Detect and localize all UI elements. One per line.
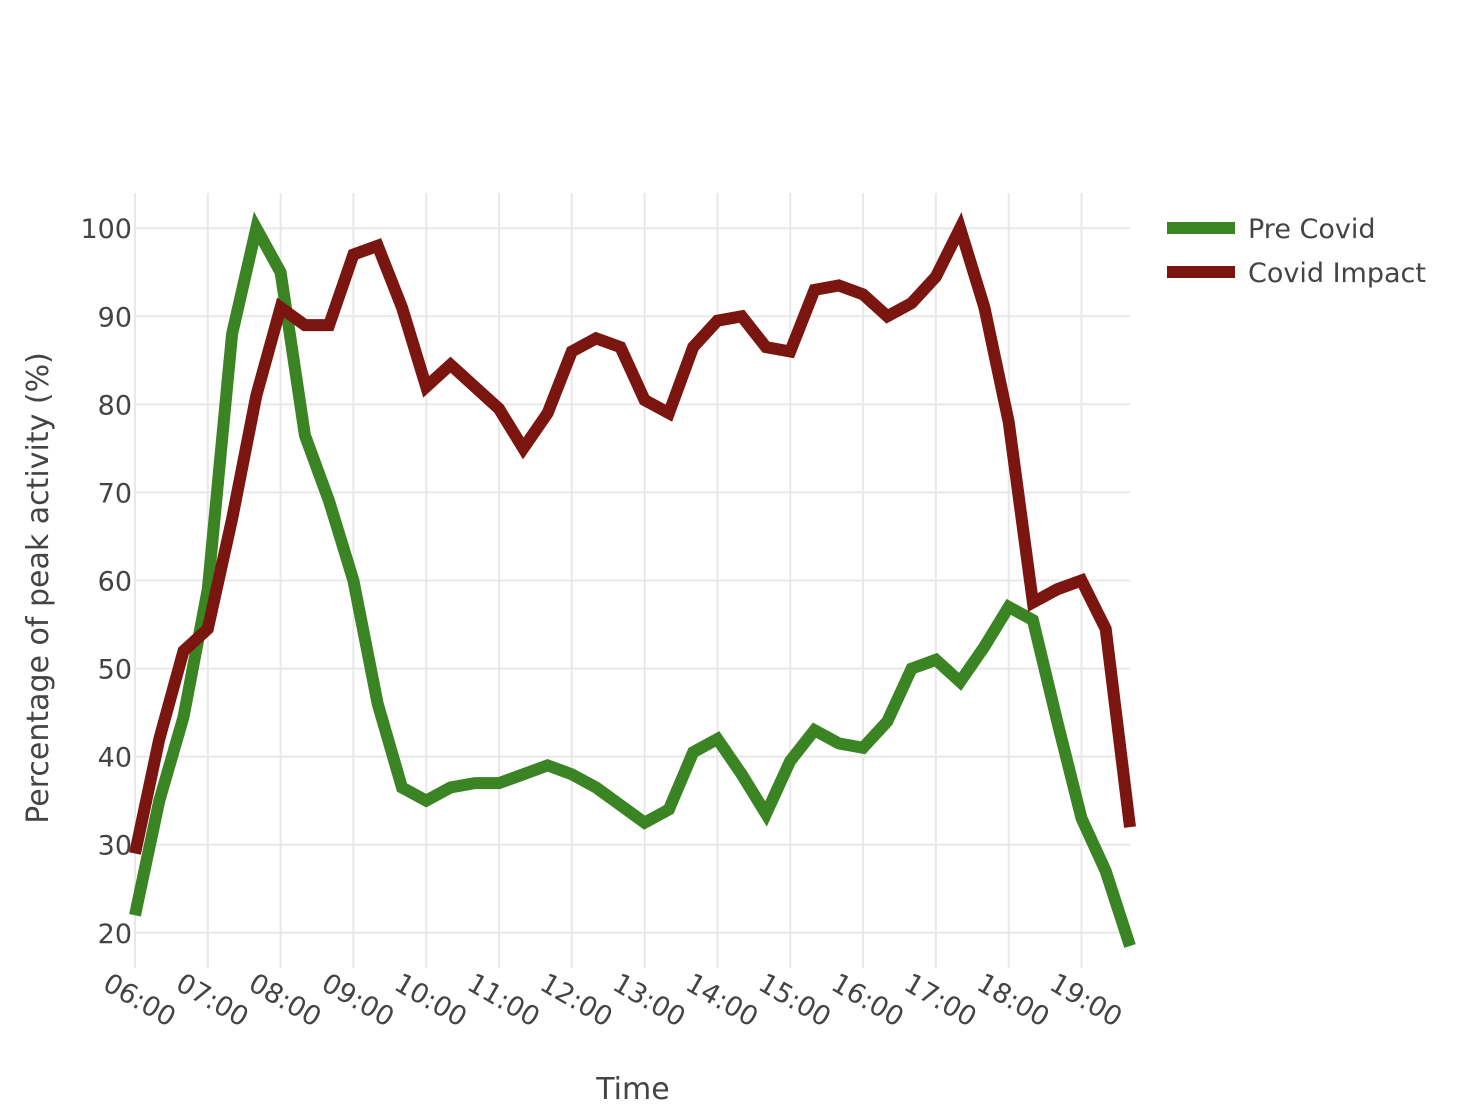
y-tick-label: 40 — [98, 743, 132, 774]
y-tick-label: 100 — [80, 214, 132, 245]
x-tick-label: 08:00 — [243, 968, 326, 1034]
x-tick-label: 10:00 — [389, 968, 472, 1034]
x-tick-label: 13:00 — [607, 968, 690, 1034]
series-line-pre-covid[interactable] — [129, 211, 1136, 948]
x-axis-ticks: 06:0007:0008:0009:0010:0011:0012:0013:00… — [98, 968, 1127, 1034]
y-tick-label: 30 — [98, 831, 132, 862]
legend-label-pre-covid: Pre Covid — [1248, 214, 1376, 245]
x-tick-label: 15:00 — [753, 968, 836, 1034]
x-tick-label: 19:00 — [1044, 968, 1127, 1034]
x-tick-label: 11:00 — [462, 968, 545, 1034]
legend-label-covid-impact: Covid Impact — [1248, 258, 1426, 289]
legend-item-covid-impact[interactable]: Covid Impact — [1167, 258, 1426, 289]
y-tick-label: 50 — [98, 655, 132, 686]
plot-area — [129, 211, 1136, 948]
y-axis-title: Percentage of peak activity (%) — [21, 352, 56, 824]
x-tick-label: 07:00 — [171, 968, 254, 1034]
x-tick-label: 14:00 — [680, 968, 763, 1034]
series-line-covid-impact[interactable] — [129, 212, 1136, 855]
legend-item-pre-covid[interactable]: Pre Covid — [1167, 214, 1376, 245]
x-tick-label: 12:00 — [535, 968, 618, 1034]
x-axis-title: Time — [595, 1072, 669, 1107]
y-axis-ticks: 20 30 40 50 60 70 80 90 100 — [80, 214, 132, 950]
x-tick-label: 16:00 — [826, 968, 909, 1034]
legend: Pre Covid Covid Impact — [1167, 214, 1426, 289]
y-tick-label: 20 — [98, 919, 132, 950]
y-tick-label: 60 — [98, 567, 132, 598]
y-tick-label: 70 — [98, 478, 132, 509]
x-tick-label: 06:00 — [98, 968, 181, 1034]
y-tick-label: 80 — [98, 390, 132, 421]
y-tick-label: 90 — [98, 302, 132, 333]
x-tick-label: 17:00 — [899, 968, 982, 1034]
x-tick-label: 09:00 — [316, 968, 399, 1034]
x-tick-label: 18:00 — [971, 968, 1054, 1034]
